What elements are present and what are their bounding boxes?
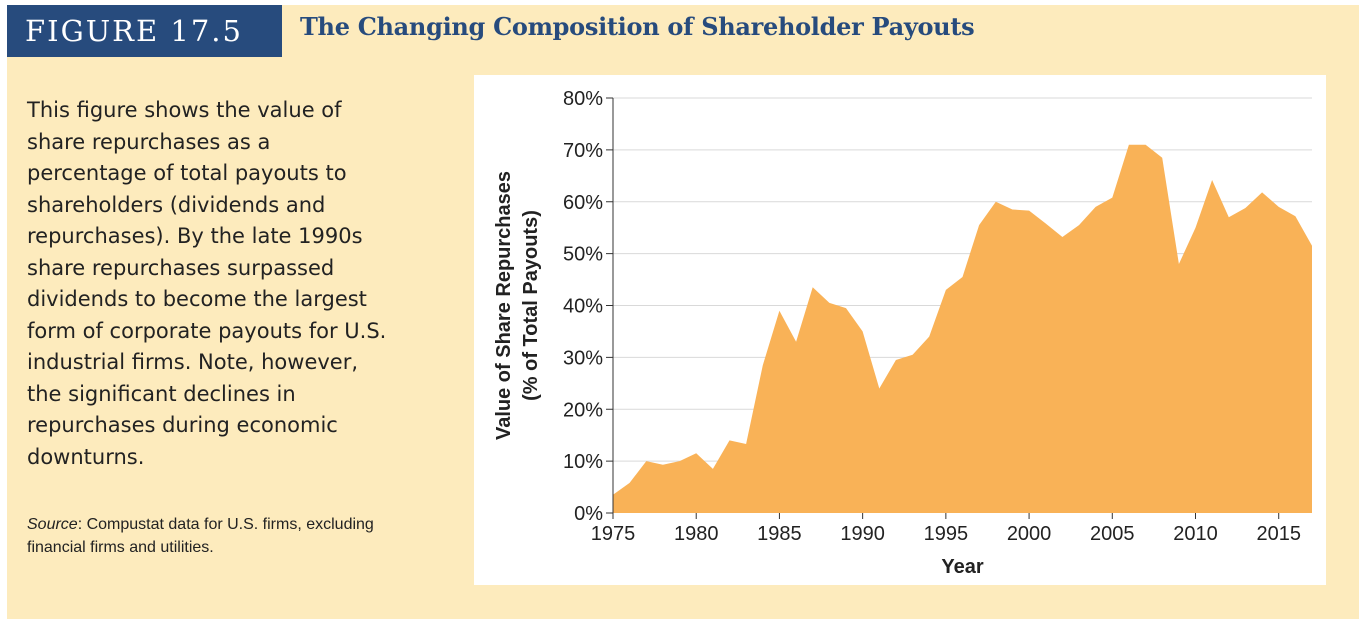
y-tick-label: 0% (574, 503, 603, 525)
x-tick-label: 2010 (1173, 523, 1218, 545)
figure-label: FIGURE 17.5 (7, 5, 282, 57)
x-tick-label: 1975 (591, 523, 636, 545)
figure-source: Source: Compustat data for U.S. firms, e… (27, 513, 387, 559)
y-tick-label: 60% (563, 192, 603, 214)
figure-description: This figure shows the value of share rep… (27, 98, 387, 469)
area-series (613, 144, 1312, 513)
x-tick-label: 2005 (1090, 523, 1135, 545)
area-chart: 0% 10% 20% 30% 40% 50% 60% 70% 80% 1975 1980 1985 19… (493, 88, 1312, 578)
x-tick-label: 1980 (674, 523, 719, 545)
source-label: Source (27, 516, 78, 533)
y-tick-label: 70% (563, 140, 603, 162)
x-tick-label: 2000 (1007, 523, 1052, 545)
source-text: : Compustat data for U.S. firms, excludi… (27, 516, 374, 556)
x-axis-title: Year (941, 556, 983, 578)
y-tick-label: 10% (563, 451, 603, 473)
y-tick-label: 50% (563, 244, 603, 266)
y-tick-label: 40% (563, 296, 603, 318)
x-tick-label: 1990 (840, 523, 885, 545)
y-axis-title: Value of Share Repurchases (493, 171, 515, 440)
figure-title: The Changing Composition of Shareholder … (300, 12, 975, 41)
y-tick-label: 30% (563, 347, 603, 369)
y-axis-title-units: (% of Total Payouts) (520, 210, 542, 401)
x-tick-label: 1995 (924, 523, 969, 545)
chart-container: 0% 10% 20% 30% 40% 50% 60% 70% 80% 1975 1980 1985 19… (474, 75, 1326, 585)
y-tick-label: 80% (563, 88, 603, 110)
x-tick-label: 1985 (757, 523, 802, 545)
y-tick-label: 20% (563, 399, 603, 421)
x-tick-label: 2015 (1256, 523, 1301, 545)
